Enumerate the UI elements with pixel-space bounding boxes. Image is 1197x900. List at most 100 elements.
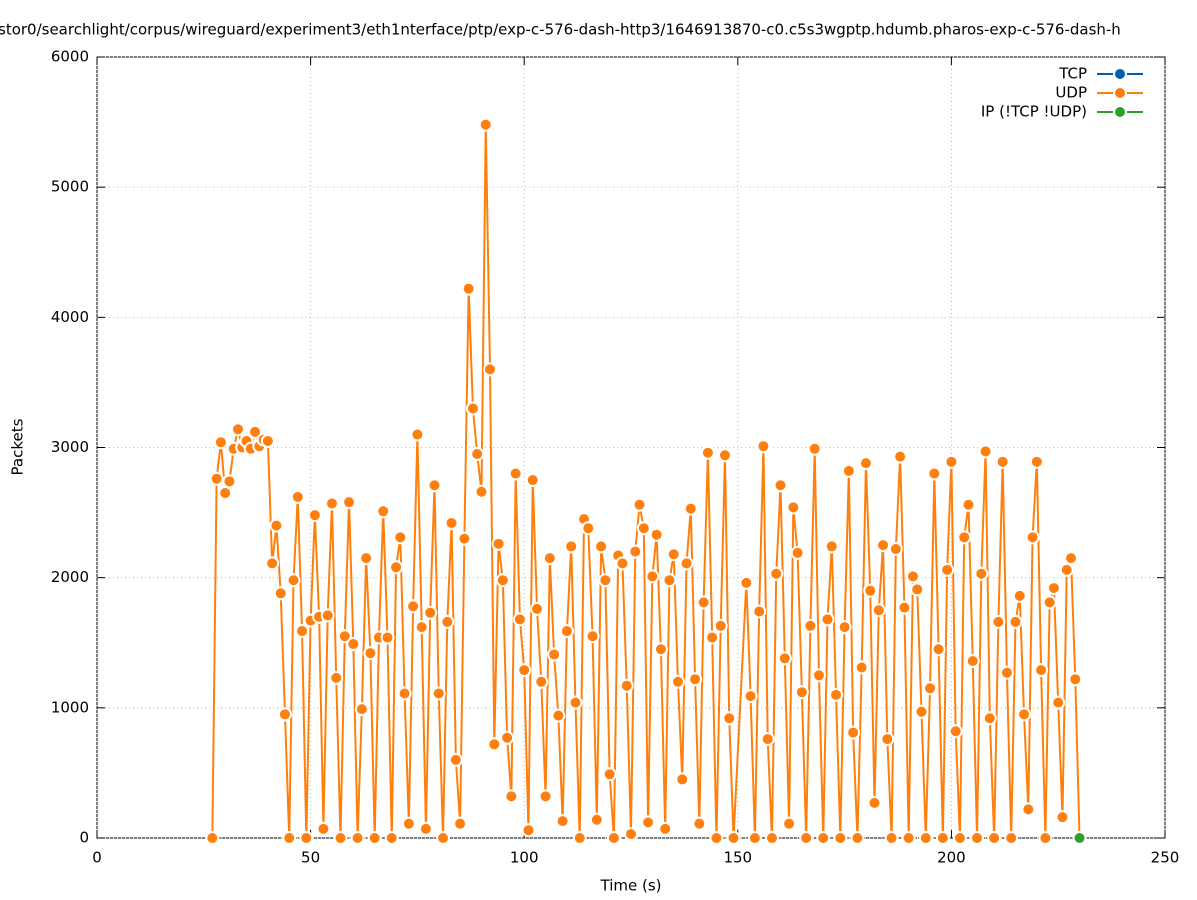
data-point [470,447,485,462]
data-point [636,521,651,536]
data-point [295,624,310,639]
y-tick-label: 2000 [51,568,89,586]
data-point [218,486,233,501]
data-point [606,831,621,845]
data-point [376,504,391,519]
data-point [465,401,480,416]
data-point [760,732,775,747]
data-point [320,608,335,623]
data-point [457,531,472,546]
data-point [555,814,570,829]
data-point [858,456,873,471]
data-point [1055,810,1070,825]
data-point [927,466,942,481]
data-point [397,686,412,701]
data-point [265,556,280,571]
data-point [790,545,805,560]
data-point [679,556,694,571]
y-axis-label: Packets [9,418,27,475]
data-point [978,444,993,459]
data-point [803,618,818,633]
data-point [773,478,788,493]
data-point [1042,595,1057,610]
legend-label: TCP [1058,65,1087,83]
legend-label: UDP [1055,84,1087,102]
x-tick-label: 200 [937,849,966,867]
data-point [436,831,451,845]
data-point [923,681,938,696]
data-point [987,831,1002,845]
data-point [658,821,673,836]
data-point [286,573,301,588]
data-point [418,821,433,836]
data-point [585,629,600,644]
data-point [346,637,361,652]
data-point [1008,614,1023,629]
data-point [991,614,1006,629]
data-point [448,752,463,767]
y-tick-label: 4000 [51,308,89,326]
data-point [662,573,677,588]
data-point [406,599,421,614]
data-point [893,449,908,464]
y-tick-label: 6000 [51,48,89,66]
data-point [401,816,416,831]
data-point [820,612,835,627]
data-point [483,362,498,377]
series-line [211,123,1081,839]
data-point [743,689,758,704]
legend-label: IP (!TCP !UDP) [981,103,1087,121]
data-point [700,445,715,460]
data-point [833,831,848,845]
data-point [940,562,955,577]
data-point [559,624,574,639]
data-point [615,556,630,571]
data-point [1029,454,1044,469]
data-point [504,789,519,804]
data-point [666,547,681,562]
data-point [1068,672,1083,687]
x-tick-label: 150 [723,849,752,867]
data-point [1072,831,1087,845]
data-point [359,551,374,566]
legend-marker [1113,67,1127,81]
data-point [380,630,395,645]
data-point [931,642,946,657]
data-point [811,668,826,683]
data-point [1059,562,1074,577]
data-point [935,831,950,845]
data-point [970,831,985,845]
data-point [948,724,963,739]
data-point [431,686,446,701]
data-point [568,695,583,710]
data-point [316,821,331,836]
data-point [363,646,378,661]
y-tick-label: 1000 [51,698,89,716]
data-point [1038,831,1053,845]
data-point [508,466,523,481]
data-point [918,831,933,845]
data-point [888,542,903,557]
data-point [880,732,895,747]
data-point [598,573,613,588]
data-point [905,569,920,584]
data-point [957,530,972,545]
data-point [769,566,784,581]
data-point [683,501,698,516]
data-point [995,454,1010,469]
data-point [414,620,429,635]
data-point [487,737,502,752]
data-point [495,573,510,588]
data-point [393,530,408,545]
data-point [901,831,916,845]
chart-title: stor0/searchlight/corpus/wireguard/exper… [0,21,1121,39]
data-point [594,539,609,554]
data-point [389,560,404,575]
data-point [713,618,728,633]
data-point [782,816,797,831]
data-point [602,767,617,782]
data-point [384,831,399,845]
data-point [747,831,762,845]
data-point [307,508,322,523]
data-point [722,711,737,726]
